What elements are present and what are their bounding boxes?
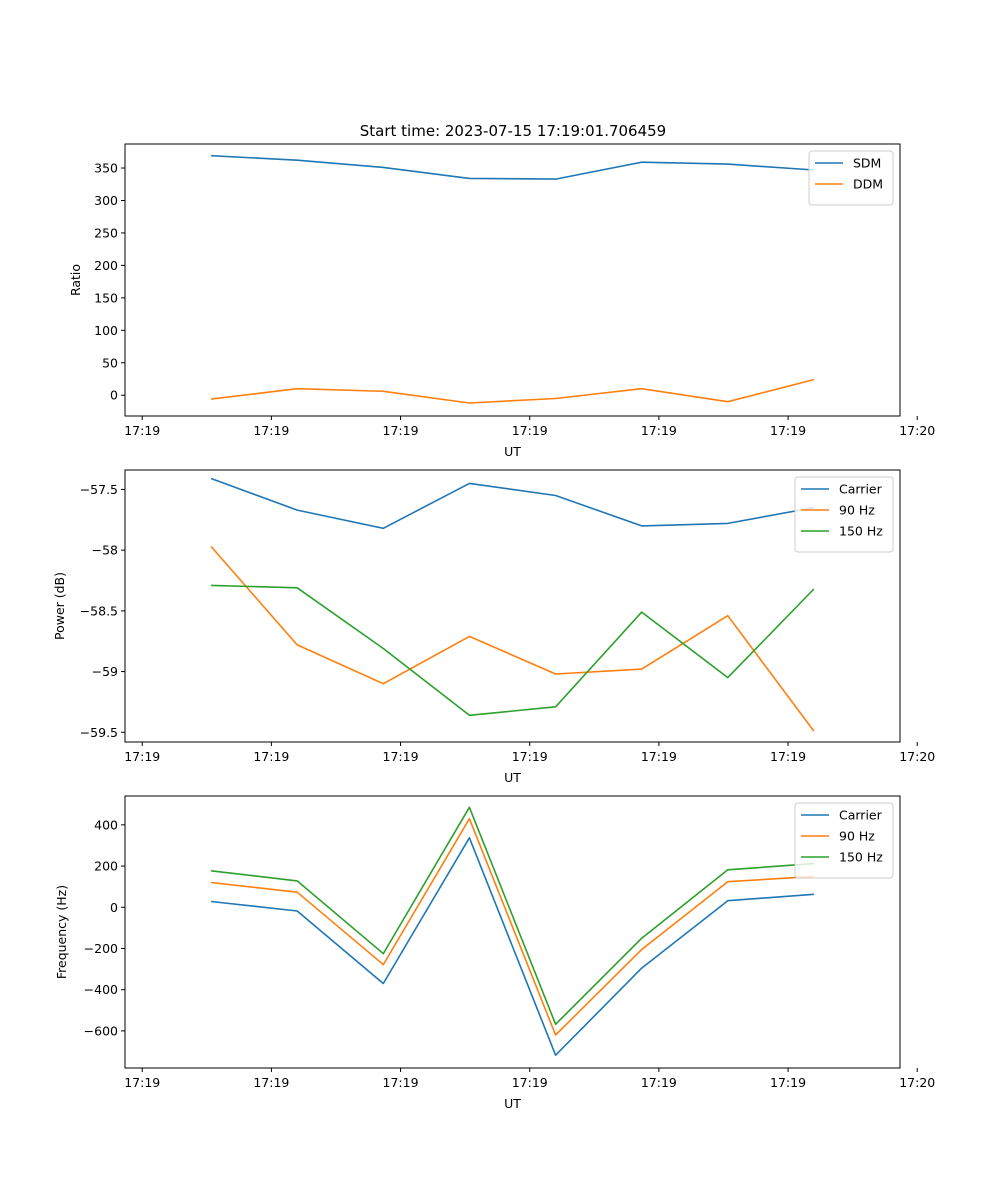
x-tick-label: 17:19 [253, 1075, 289, 1090]
legend-label: 150 Hz [839, 524, 883, 539]
legend-box [794, 802, 894, 879]
legend-label: Carrier [839, 482, 883, 497]
y-tick-label: 100 [94, 323, 118, 338]
series-line-90-hz [211, 817, 814, 1036]
x-tick-label: 17:19 [253, 749, 289, 764]
legend-label: DDM [853, 177, 883, 192]
x-axis-label: UT [504, 770, 521, 785]
plots-container: 17:19 17:19 17:19 17:19 17:19 17:19 17:20 0 50 10… [52, 143, 935, 1111]
legend-box [794, 476, 894, 553]
y-tick-label: 400 [94, 817, 118, 832]
y-tick-label: 200 [94, 258, 118, 273]
x-tick-label: 17:19 [512, 423, 548, 438]
x-tick-label: 17:20 [899, 423, 935, 438]
subplot-1: 17:19 17:19 17:19 17:19 17:19 17:19 17:20 0 50 10… [68, 143, 935, 459]
series-line-150-hz [211, 806, 814, 1026]
y-tick-label: −400 [84, 982, 118, 997]
x-tick-label: 17:19 [641, 749, 677, 764]
y-tick-label: 350 [94, 161, 118, 176]
series-line-ddm [211, 378, 815, 404]
axes-frame [124, 143, 901, 417]
y-tick-label: 0 [110, 900, 118, 915]
y-axis-label: Power (dB) [52, 572, 67, 640]
x-tick-label: 17:20 [899, 1075, 935, 1090]
x-tick-label: 17:19 [383, 423, 419, 438]
y-tick-label: −57.5 [80, 482, 118, 497]
x-tick-label: 17:19 [383, 749, 419, 764]
series-line-90-hz [210, 545, 815, 732]
y-tick-label: 0 [110, 388, 118, 403]
x-tick-label: 17:19 [770, 749, 806, 764]
x-tick-label: 17:19 [253, 423, 289, 438]
x-tick-label: 17:19 [124, 1075, 160, 1090]
x-tick-label: 17:19 [512, 1075, 548, 1090]
x-tick-label: 17:19 [383, 1075, 419, 1090]
y-tick-label: −200 [84, 941, 118, 956]
x-tick-label: 17:20 [899, 749, 935, 764]
legend: Carrier 90 Hz 150 Hz [794, 802, 894, 879]
legend-label: 90 Hz [839, 503, 875, 518]
chart-title: Start time: 2023-07-15 17:19:01.706459 [360, 122, 666, 140]
series-line-carrier [211, 836, 814, 1056]
x-tick-label: 17:19 [124, 423, 160, 438]
legend: SDM DDM [808, 150, 894, 206]
y-tick-label: 200 [94, 859, 118, 874]
y-tick-label: −58.5 [80, 603, 118, 618]
y-axis-label: Ratio [68, 264, 83, 296]
y-tick-label: −600 [84, 1023, 118, 1038]
legend-label: SDM [853, 156, 881, 171]
x-tick-label: 17:19 [641, 1075, 677, 1090]
x-tick-label: 17:19 [770, 423, 806, 438]
series-line-sdm [211, 154, 814, 180]
legend-label: 90 Hz [839, 829, 875, 844]
y-tick-label: −59 [92, 664, 118, 679]
legend-label: Carrier [839, 808, 883, 823]
y-tick-label: 250 [94, 225, 118, 240]
x-tick-label: 17:19 [641, 423, 677, 438]
series-line-150-hz [211, 584, 815, 717]
y-tick-label: 300 [94, 193, 118, 208]
axes-frame [124, 469, 901, 743]
series-line-carrier [210, 477, 815, 530]
y-tick-label: −59.5 [80, 725, 118, 740]
legend: Carrier 90 Hz 150 Hz [794, 476, 894, 553]
legend-box [808, 150, 894, 206]
x-tick-label: 17:19 [770, 1075, 806, 1090]
x-axis-label: UT [504, 444, 521, 459]
legend-label: 150 Hz [839, 850, 883, 865]
x-tick-label: 17:19 [124, 749, 160, 764]
axes-frame [124, 795, 901, 1069]
subplot-2: 17:19 17:19 17:19 17:19 17:19 17:19 17:20 −57.5… [52, 469, 935, 785]
y-axis-label: Frequency (Hz) [54, 885, 69, 979]
subplot-3: 17:19 17:19 17:19 17:19 17:19 17:19 17:20 400 20… [54, 795, 935, 1111]
x-axis-label: UT [504, 1096, 521, 1111]
y-tick-label: 150 [94, 290, 118, 305]
y-tick-label: 50 [102, 355, 118, 370]
y-tick-label: −58 [92, 543, 118, 558]
x-tick-label: 17:19 [512, 749, 548, 764]
